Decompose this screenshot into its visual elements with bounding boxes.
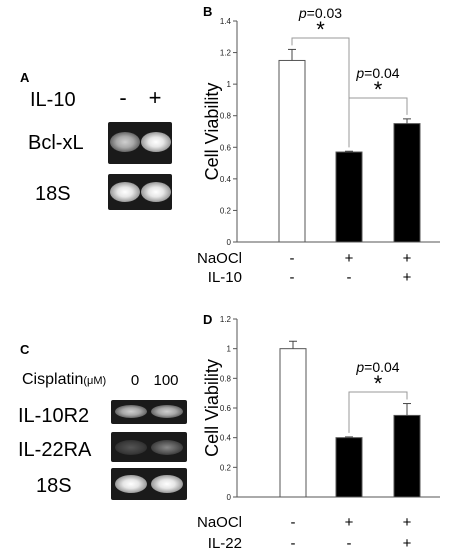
panel-c-gel-18s: [111, 468, 187, 500]
panel-c-treatment-unit: (μM): [83, 375, 107, 387]
panel-a-treatment-label: IL-10: [30, 89, 76, 111]
panel-a-lane-1-sign: -: [119, 85, 127, 110]
panel-c-band-18s-lane-1: [115, 475, 147, 493]
panel-a-band-bcl-xl-lane-1: [110, 132, 140, 152]
chart-b-y-tick-label: 1: [227, 80, 232, 89]
panel-c-row-1-label: IL-10R2: [18, 405, 90, 427]
panel-c-gel-il-10r2: [111, 400, 187, 424]
panel-a-gel-18s: [108, 174, 172, 210]
panel-a-letter: A: [20, 70, 30, 85]
chart-b-star: *: [374, 77, 383, 102]
panel-c-band-il-22ra-lane-1: [115, 440, 147, 455]
chart-b-p-value: p=0.04: [355, 65, 399, 81]
chart-d-p-symbol: p: [355, 359, 364, 375]
panel-a-lane-2-sign: +: [148, 85, 162, 110]
panel-c-band-il-22ra-lane-2: [151, 440, 183, 455]
chart-b-y-tick-label: 1.4: [220, 17, 232, 26]
chart-d-p-value: p=0.04: [355, 359, 399, 375]
panel-c-band-il-10r2-lane-2: [151, 405, 183, 418]
chart-b-p-symbol: p: [355, 65, 364, 81]
chart-d-y-label: Cell Viability: [202, 359, 222, 457]
chart-d-bar: [279, 348, 307, 498]
chart-b-bar: [278, 59, 306, 243]
chart-d-condition-sign: -: [291, 514, 296, 531]
chart-b-p-symbol: p: [298, 5, 307, 21]
chart-d-star: *: [374, 371, 383, 396]
chart-d-condition-sign: +: [403, 514, 412, 531]
chart-b-condition-sign: -: [290, 269, 295, 286]
chart-b-bar: [393, 123, 421, 243]
panel-a-band-18s-lane-2: [141, 182, 171, 202]
chart-d-y-tick-label: 1.2: [220, 315, 232, 324]
panel-a-gel-bcl-xl: [108, 122, 172, 164]
chart-b-y-tick-label: 1.2: [220, 49, 232, 58]
panel-c-treatment-name: Cisplatin: [22, 371, 84, 388]
chart-d-condition-label: NaOCl: [197, 514, 242, 531]
chart-b-star: *: [316, 17, 325, 42]
chart-b-condition-sign: +: [345, 250, 354, 267]
chart-b-y-tick-label: 0.4: [220, 175, 232, 184]
chart-b-y-tick-label: 0: [227, 238, 232, 247]
chart-d-y-tick-label: 0.4: [220, 434, 232, 443]
chart-b-condition-label: IL-10: [208, 269, 242, 286]
chart-d-condition-sign: -: [291, 535, 296, 552]
chart-b-p-value: p=0.03: [298, 5, 342, 21]
panel-a-row-1-label: Bcl-xL: [28, 132, 84, 154]
panel-c-band-il-10r2-lane-1: [115, 405, 147, 418]
panel-c-lane-2-label: 100: [153, 372, 179, 389]
chart-b-significance-bracket: [348, 97, 408, 148]
panel-c-gel-il-22ra: [111, 432, 187, 462]
panel-c-lane-1-label: 0: [130, 372, 140, 389]
chart-d: 0 0.2 0.4 0.6 0.8 1 1.2 Cell Viability NaOCl - + + I…: [197, 315, 440, 552]
panel-c-treatment-label: Cisplatin(μM): [22, 371, 106, 389]
panel-b-letter: B: [203, 4, 213, 19]
chart-b-condition-sign: +: [403, 269, 412, 286]
chart-d-bar: [335, 437, 363, 498]
chart-b-condition-label: NaOCl: [197, 250, 242, 267]
chart-d-condition-sign: -: [347, 535, 352, 552]
chart-b-y-tick-label: 0.6: [220, 143, 232, 152]
chart-b: 0 0.2 0.4 0.6 0.8 1 1.2 1.4 Cell Viability NaOCl -…: [197, 5, 440, 286]
panel-d-letter: D: [203, 312, 213, 327]
chart-b-condition-sign: -: [290, 250, 295, 267]
chart-b-bar: [335, 151, 363, 243]
chart-d-significance-bracket: [348, 391, 408, 433]
chart-d-condition-label: IL-22: [208, 535, 242, 552]
chart-d-condition-sign: +: [345, 514, 354, 531]
chart-b-p-number: =0.04: [364, 65, 400, 81]
panel-a-band-bcl-xl-lane-2: [141, 132, 171, 152]
chart-b-y-tick-label: 0.2: [220, 206, 232, 215]
chart-d-y-tick-label: 0.6: [220, 404, 232, 413]
chart-b-significance-bracket: [291, 37, 350, 148]
chart-d-p-number: =0.04: [364, 359, 400, 375]
panel-a-band-18s-lane-1: [110, 182, 140, 202]
panel-c-letter: C: [20, 342, 30, 357]
chart-b-p-number: =0.03: [307, 5, 343, 21]
panel-c-row-3-label: 18S: [36, 475, 72, 497]
chart-b-condition-sign: -: [347, 269, 352, 286]
chart-b-condition-sign: +: [403, 250, 412, 267]
chart-b-y-tick-label: 0.8: [220, 112, 232, 121]
chart-d-bar: [393, 414, 421, 498]
chart-d-y-tick-label: 1: [227, 345, 232, 354]
chart-d-condition-sign: +: [403, 535, 412, 552]
panel-c-row-2-label: IL-22RA: [18, 439, 92, 461]
chart-b-y-label: Cell Viability: [202, 83, 222, 181]
panel-c-band-18s-lane-2: [151, 475, 183, 493]
chart-d-y-tick-label: 0.8: [220, 374, 232, 383]
chart-d-y-tick-label: 0.2: [220, 463, 232, 472]
chart-d-y-tick-label: 0: [227, 493, 232, 502]
panel-a-row-2-label: 18S: [35, 183, 71, 205]
